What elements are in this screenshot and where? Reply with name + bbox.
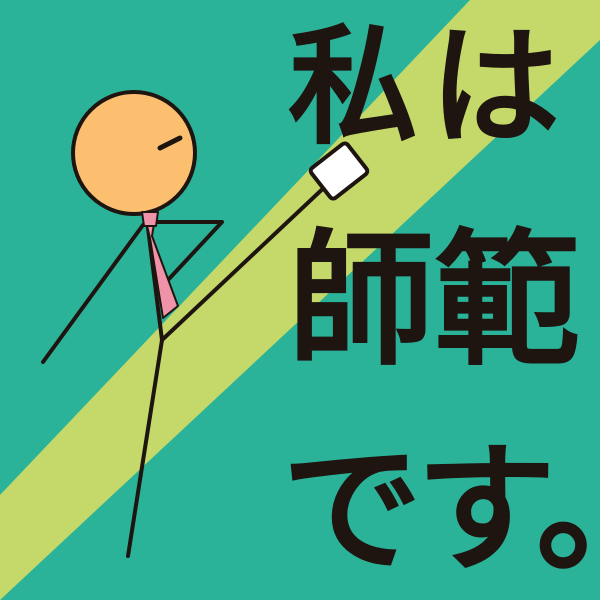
figure-arm-left bbox=[41, 223, 145, 364]
figure-leg-kick bbox=[160, 180, 332, 342]
headline-line-1: 私は bbox=[288, 10, 573, 163]
white-card-icon bbox=[308, 141, 370, 201]
figure-leg-left bbox=[126, 338, 164, 558]
headline-line-3: です。 bbox=[282, 428, 600, 592]
headline-line-2: 師範 bbox=[288, 215, 580, 386]
figure-arm-right bbox=[144, 220, 224, 282]
figure-head-icon bbox=[71, 90, 197, 216]
figure-tie-knot-icon bbox=[141, 211, 159, 227]
figure-eye-icon bbox=[157, 135, 183, 151]
